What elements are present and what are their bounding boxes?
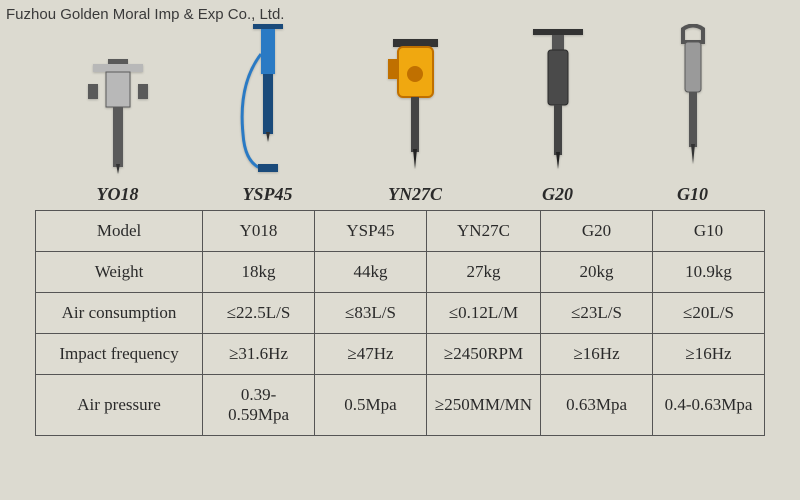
- product-label: YO18: [97, 184, 139, 205]
- table-cell: 0.5Mpa: [315, 375, 427, 436]
- product-image-g10: [663, 24, 723, 174]
- product-yn27c: YN27C: [378, 34, 453, 205]
- table-cell: 10.9kg: [653, 252, 765, 293]
- product-ysp45: YSP45: [233, 24, 303, 205]
- table-cell: 27kg: [426, 252, 540, 293]
- product-yo18: YO18: [78, 54, 158, 205]
- table-header-row: ModelY018YSP45YN27CG20G10: [36, 211, 765, 252]
- table-cell: ≥250MM/MN: [426, 375, 540, 436]
- table-col-header: Y018: [203, 211, 315, 252]
- table-cell: 18kg: [203, 252, 315, 293]
- table-cell: ≤22.5L/S: [203, 293, 315, 334]
- table-cell: 0.39-0.59Mpa: [203, 375, 315, 436]
- table-cell: ≤20L/S: [653, 293, 765, 334]
- table-cell: ≤0.12L/M: [426, 293, 540, 334]
- table-cell: 20kg: [541, 252, 653, 293]
- product-row: YO18 YSP45 YN27C G20 G10: [0, 0, 800, 210]
- product-label: G10: [677, 184, 708, 205]
- table-col-header: G10: [653, 211, 765, 252]
- product-image-yo18: [78, 54, 158, 174]
- table-col-header: YSP45: [315, 211, 427, 252]
- product-image-yn27c: [378, 34, 453, 174]
- product-g10: G10: [663, 24, 723, 205]
- table-row: Air consumption≤22.5L/S≤83L/S≤0.12L/M≤23…: [36, 293, 765, 334]
- product-image-g20: [528, 24, 588, 174]
- table-cell: ≤23L/S: [541, 293, 653, 334]
- product-label: YSP45: [242, 184, 292, 205]
- product-image-ysp45: [233, 24, 303, 174]
- table-row: Air pressure0.39-0.59Mpa0.5Mpa≥250MM/MN0…: [36, 375, 765, 436]
- table-cell: ≤83L/S: [315, 293, 427, 334]
- table-row-header: Impact frequency: [36, 334, 203, 375]
- company-watermark: Fuzhou Golden Moral Imp & Exp Co., Ltd.: [6, 6, 284, 23]
- table-cell: 0.63Mpa: [541, 375, 653, 436]
- table-row-header: Weight: [36, 252, 203, 293]
- product-g20: G20: [528, 24, 588, 205]
- spec-table-wrap: ModelY018YSP45YN27CG20G10Weight18kg44kg2…: [0, 210, 800, 446]
- table-cell: 0.4-0.63Mpa: [653, 375, 765, 436]
- table-cell: ≥31.6Hz: [203, 334, 315, 375]
- table-row: Weight18kg44kg27kg20kg10.9kg: [36, 252, 765, 293]
- table-row-header: Air pressure: [36, 375, 203, 436]
- table-cell: ≥2450RPM: [426, 334, 540, 375]
- spec-table-body: ModelY018YSP45YN27CG20G10Weight18kg44kg2…: [36, 211, 765, 436]
- product-label: YN27C: [388, 184, 442, 205]
- table-cell: ≥16Hz: [653, 334, 765, 375]
- table-col-header: YN27C: [426, 211, 540, 252]
- table-row: Impact frequency≥31.6Hz≥47Hz≥2450RPM≥16H…: [36, 334, 765, 375]
- table-cell: ≥47Hz: [315, 334, 427, 375]
- table-corner: Model: [36, 211, 203, 252]
- spec-table: ModelY018YSP45YN27CG20G10Weight18kg44kg2…: [35, 210, 765, 436]
- table-row-header: Air consumption: [36, 293, 203, 334]
- table-cell: 44kg: [315, 252, 427, 293]
- product-label: G20: [542, 184, 573, 205]
- table-col-header: G20: [541, 211, 653, 252]
- table-cell: ≥16Hz: [541, 334, 653, 375]
